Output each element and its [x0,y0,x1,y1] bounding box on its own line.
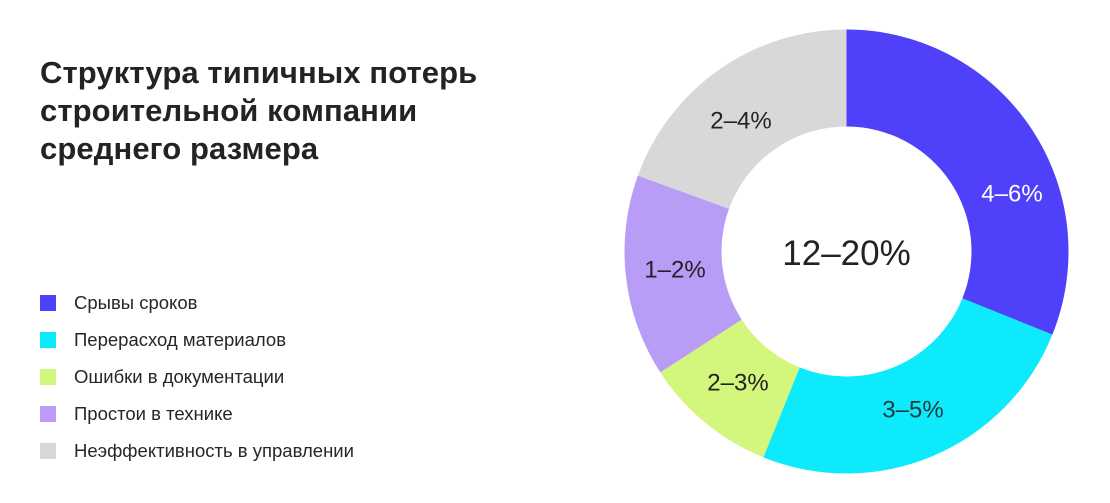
legend-label: Перерасход материалов [74,328,287,350]
slice-schedule-delays [846,29,1069,335]
donut-center-total: 12–20% [782,234,910,273]
chart-title-line-2: строительной компании [40,93,418,128]
legend-item-documentation: Ошибки в документации [40,358,354,395]
chart-title: Структура типичных потерь строительной к… [40,54,580,168]
legend-item-delays: Срывы сроков [40,284,354,321]
slice-equipment-downtime [624,175,742,373]
legend-swatch [40,294,56,311]
legend-label: Простои в технике [74,402,233,424]
slice-value-label: 1–2% [644,257,705,284]
slice-value-label: 2–4% [710,108,771,135]
legend-swatch [40,405,56,422]
slice-documentation-errors [660,319,800,458]
chart-title-line-3: среднего размера [40,131,319,166]
slice-material-overrun [763,298,1053,474]
legend-swatch [40,331,56,348]
legend-item-management: Неэффективность в управлении [40,432,354,469]
legend-item-materials: Перерасход материалов [40,321,354,358]
legend-swatch [40,442,56,459]
legend-item-equipment-downtime: Простои в технике [40,395,354,432]
donut-slices [624,29,1069,474]
slice-value-label: 3–5% [882,397,943,424]
legend-label: Срывы сроков [74,291,198,313]
slice-value-label: 4–6% [981,181,1042,208]
legend-swatch [40,368,56,385]
legend-label: Неэффективность в управлении [74,439,354,461]
chart-title-line-1: Структура типичных потерь [40,55,478,90]
slice-management-inefficiency [637,29,847,209]
slice-value-label: 2–3% [707,370,768,397]
donut-slice-labels: 4–6% 3–5% 2–3% 1–2% 2–4% [644,108,1042,424]
legend-label: Ошибки в документации [74,365,285,387]
chart-legend: Срывы сроков Перерасход материалов Ошибк… [40,284,354,469]
